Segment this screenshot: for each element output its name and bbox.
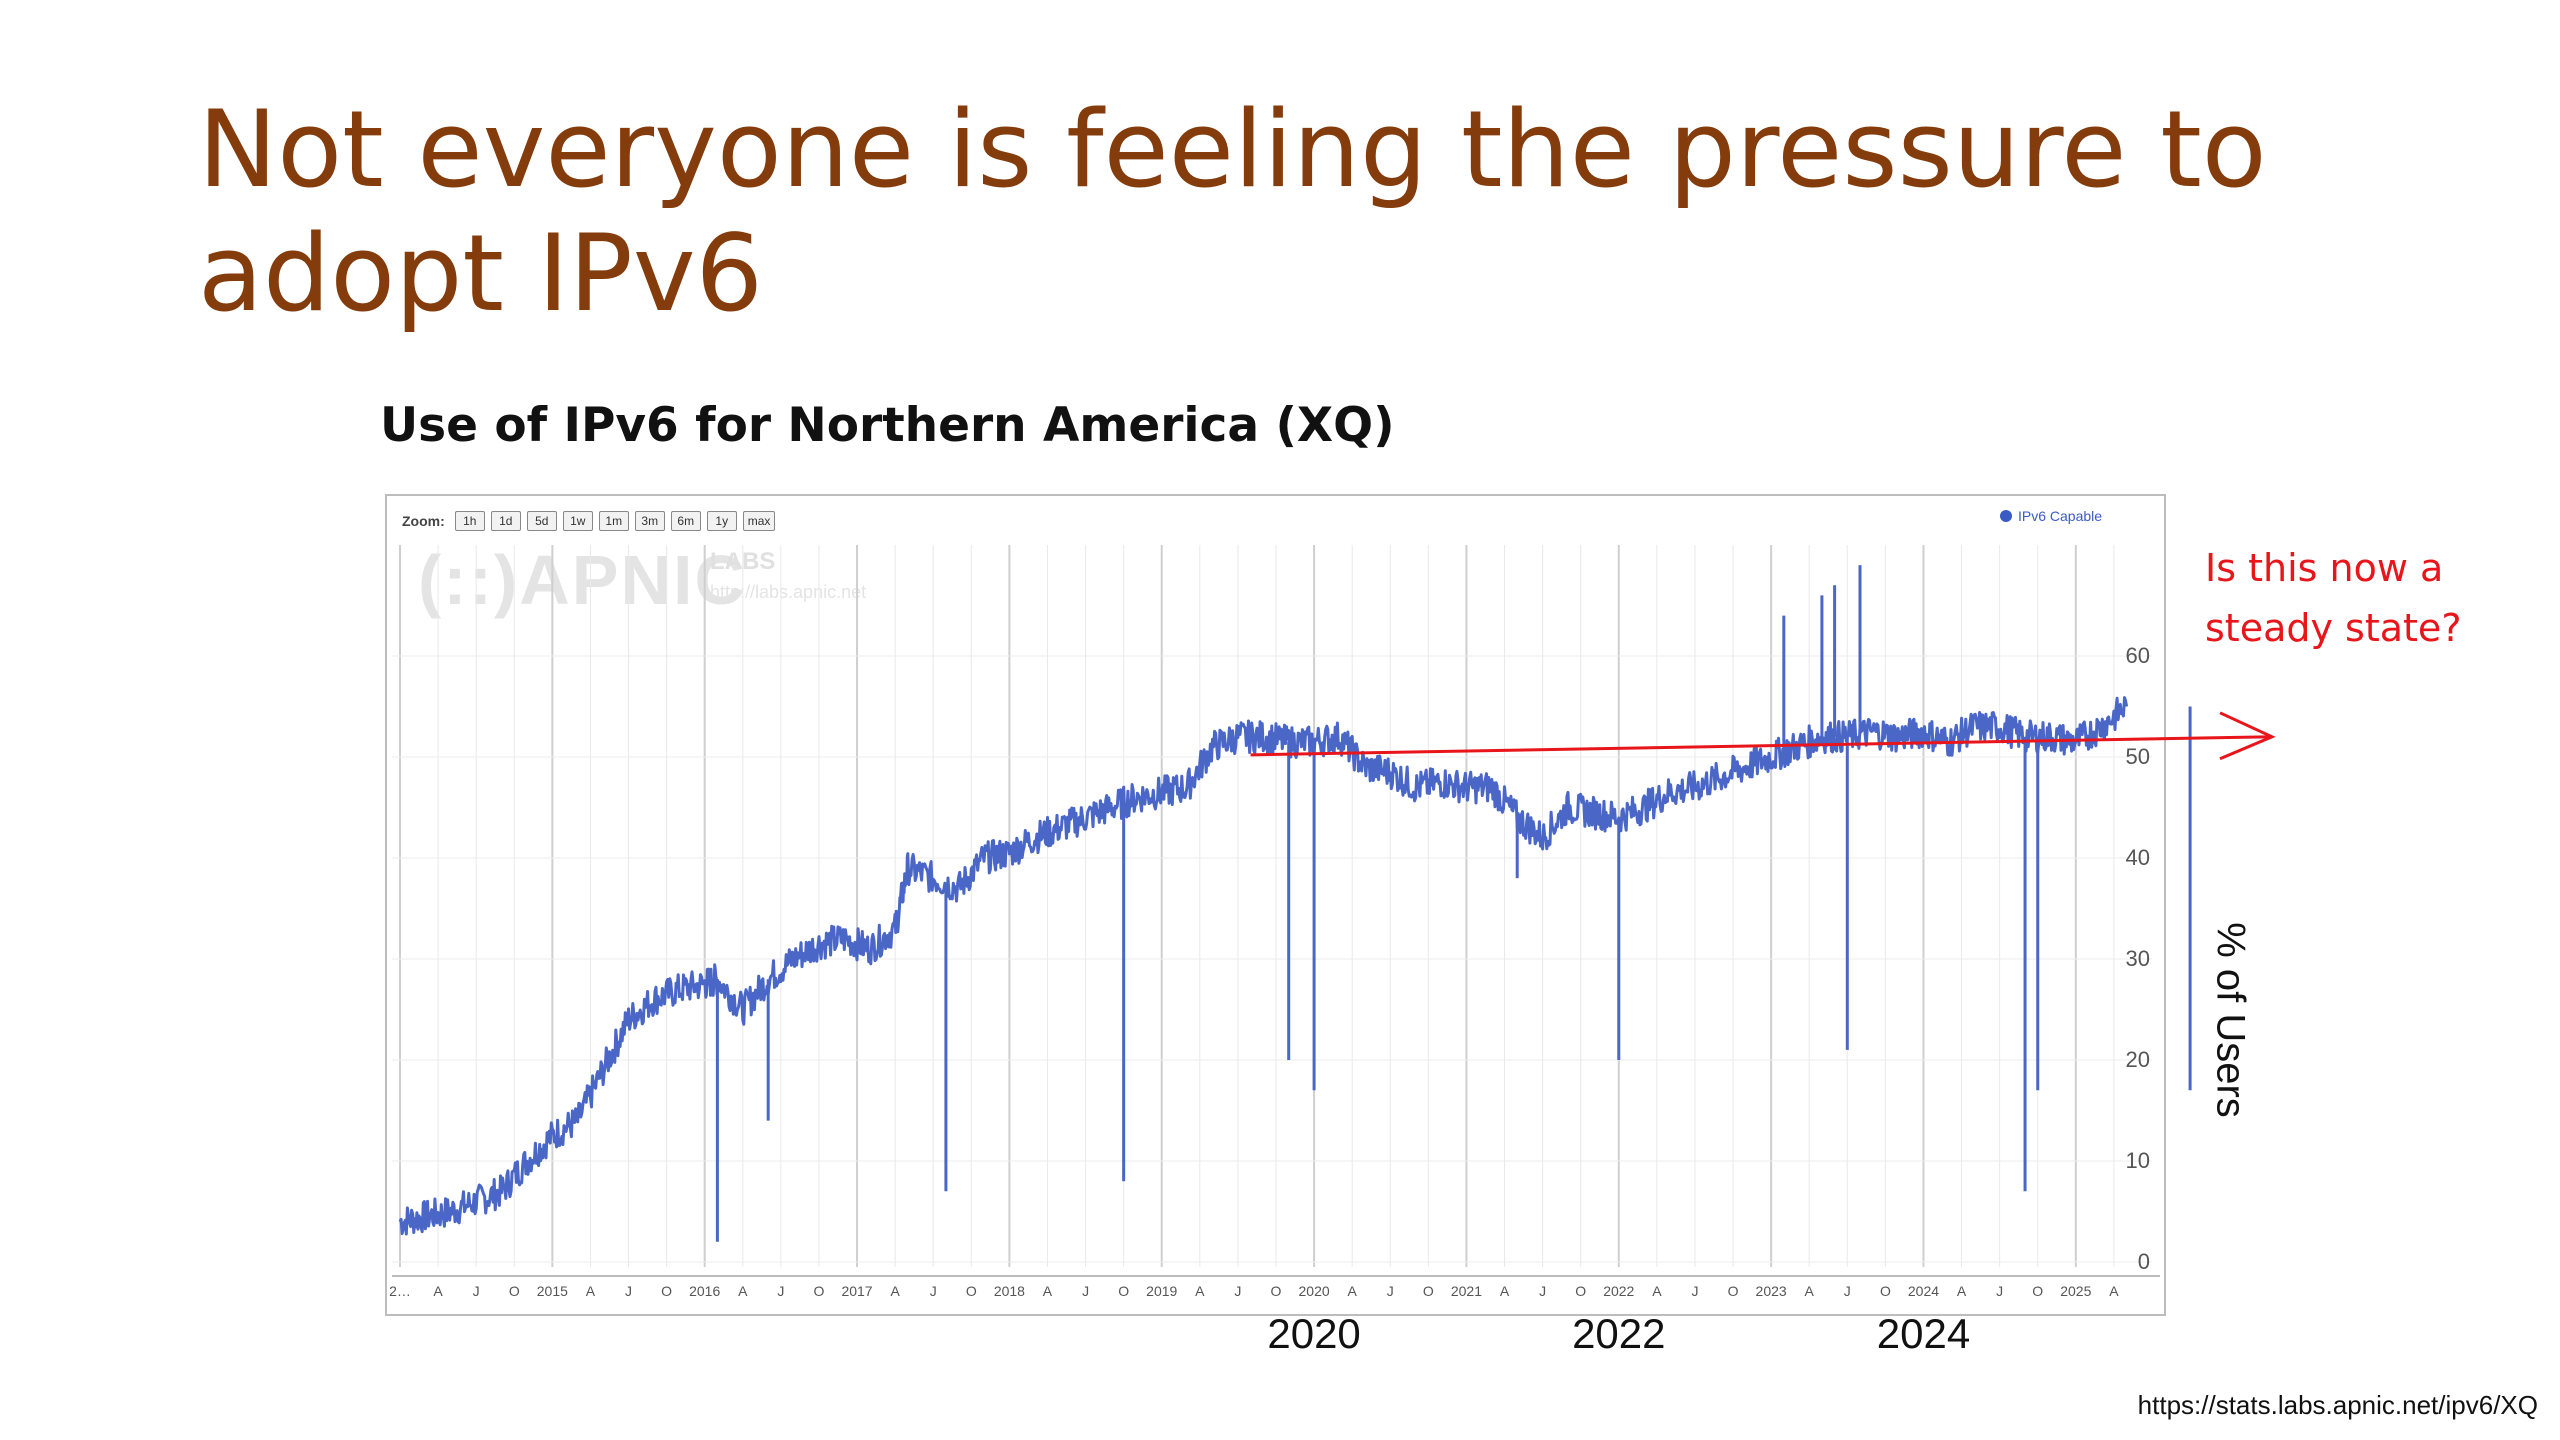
x-tick-label: 2020 (1299, 1283, 1330, 1299)
x-tick-label: O (509, 1283, 520, 1299)
zoom-toolbar: Zoom: 1h 1d 5d 1w 1m 3m 6m 1y max (402, 508, 776, 534)
legend-dot-icon (2000, 510, 2012, 522)
y-tick-label: 50 (2126, 744, 2150, 769)
x-tick-label: O (1118, 1283, 1129, 1299)
x-tick-label: A (586, 1283, 596, 1299)
y-tick-label: 30 (2126, 946, 2150, 971)
steady-state-annotation: Is this now a steady state? (2205, 538, 2505, 658)
annotation-line-1: Is this now a (2205, 546, 2444, 590)
x-tick-label: J (1082, 1283, 1089, 1299)
x-tick-label: A (890, 1283, 900, 1299)
zoom-6m-button[interactable]: 6m (670, 511, 701, 531)
y-tick-label: 60 (2126, 643, 2150, 668)
x-tick-label: J (1234, 1283, 1241, 1299)
steady-state-arrow-line (1250, 735, 2273, 757)
zoom-1m-button[interactable]: 1m (598, 511, 629, 531)
year-label-2020: 2020 (1267, 1310, 1361, 1357)
x-tick-label: 2018 (994, 1283, 1025, 1299)
x-tick-label: A (1805, 1283, 1815, 1299)
x-tick-label: A (1195, 1283, 1205, 1299)
x-tick-label: 2017 (841, 1283, 872, 1299)
x-tick-label: J (473, 1283, 480, 1299)
x-tick-label: O (661, 1283, 672, 1299)
legend-label: IPv6 Capable (2018, 508, 2103, 524)
x-tick-label: A (433, 1283, 443, 1299)
y-tick-label: 10 (2126, 1148, 2150, 1173)
x-tick-label: O (1423, 1283, 1434, 1299)
x-tick-label: 2023 (1756, 1283, 1787, 1299)
zoom-5d-button[interactable]: 5d (526, 511, 557, 531)
annotation-line-2: steady state? (2205, 606, 2462, 650)
zoom-1w-button[interactable]: 1w (562, 511, 593, 531)
ipv6-capable-series-line (398, 696, 2129, 1236)
x-tick-label: 2022 (1603, 1283, 1634, 1299)
zoom-label: Zoom: (402, 513, 445, 529)
x-tick-label: A (1043, 1283, 1053, 1299)
zoom-1h-button[interactable]: 1h (454, 511, 485, 531)
url-watermark: http://labs.apnic.net (710, 582, 867, 602)
x-tick-label: 2025 (2060, 1283, 2091, 1299)
chart-legend[interactable]: IPv6 Capable (2000, 508, 2102, 524)
x-tick-label: A (738, 1283, 748, 1299)
year-label-2022: 2022 (1572, 1310, 1666, 1357)
x-tick-label: A (1500, 1283, 1510, 1299)
y-axis-label: % of Users (2208, 922, 2253, 1118)
x-tick-label: A (1957, 1283, 1967, 1299)
apnic-logo-watermark: (::)APNIC (418, 541, 748, 619)
x-tick-label: O (814, 1283, 825, 1299)
x-tick-label: O (1575, 1283, 1586, 1299)
x-tick-label: 2019 (1146, 1283, 1177, 1299)
x-tick-label: J (777, 1283, 784, 1299)
zoom-1y-button[interactable]: 1y (706, 511, 737, 531)
x-tick-label: J (1844, 1283, 1851, 1299)
x-tick-label: J (1387, 1283, 1394, 1299)
x-tick-label: O (1728, 1283, 1739, 1299)
steady-state-arrow-head (2219, 711, 2276, 761)
x-tick-label: 2021 (1451, 1283, 1482, 1299)
year-label-2024: 2024 (1876, 1310, 1971, 1357)
x-tick-label: O (966, 1283, 977, 1299)
source-url: https://stats.labs.apnic.net/ipv6/XQ (2137, 1390, 2538, 1420)
y-tick-label: 40 (2126, 845, 2150, 870)
x-tick-label: 2… (389, 1283, 411, 1299)
x-tick-label: O (1271, 1283, 1282, 1299)
x-tick-label: J (625, 1283, 632, 1299)
zoom-max-button[interactable]: max (742, 511, 776, 531)
y-tick-label: 20 (2126, 1047, 2150, 1072)
x-tick-label: J (1996, 1283, 2003, 1299)
chart-title: Use of IPv6 for Northern America (XQ) (380, 398, 1395, 453)
x-tick-label: O (2032, 1283, 2043, 1299)
zoom-1d-button[interactable]: 1d (490, 511, 521, 531)
slide-title: Not everyone is feeling the pressure to … (198, 88, 2267, 335)
y-tick-label: 0 (2138, 1249, 2150, 1274)
zoom-3m-button[interactable]: 3m (634, 511, 665, 531)
x-tick-label: 2024 (1908, 1283, 1939, 1299)
x-tick-label: A (1348, 1283, 1358, 1299)
x-tick-label: J (1691, 1283, 1698, 1299)
x-tick-label: 2016 (689, 1283, 720, 1299)
x-tick-label: A (2109, 1283, 2119, 1299)
x-tick-label: J (1539, 1283, 1546, 1299)
x-tick-label: A (1652, 1283, 1662, 1299)
x-tick-label: O (1880, 1283, 1891, 1299)
x-tick-label: J (930, 1283, 937, 1299)
x-tick-label: 2015 (537, 1283, 568, 1299)
